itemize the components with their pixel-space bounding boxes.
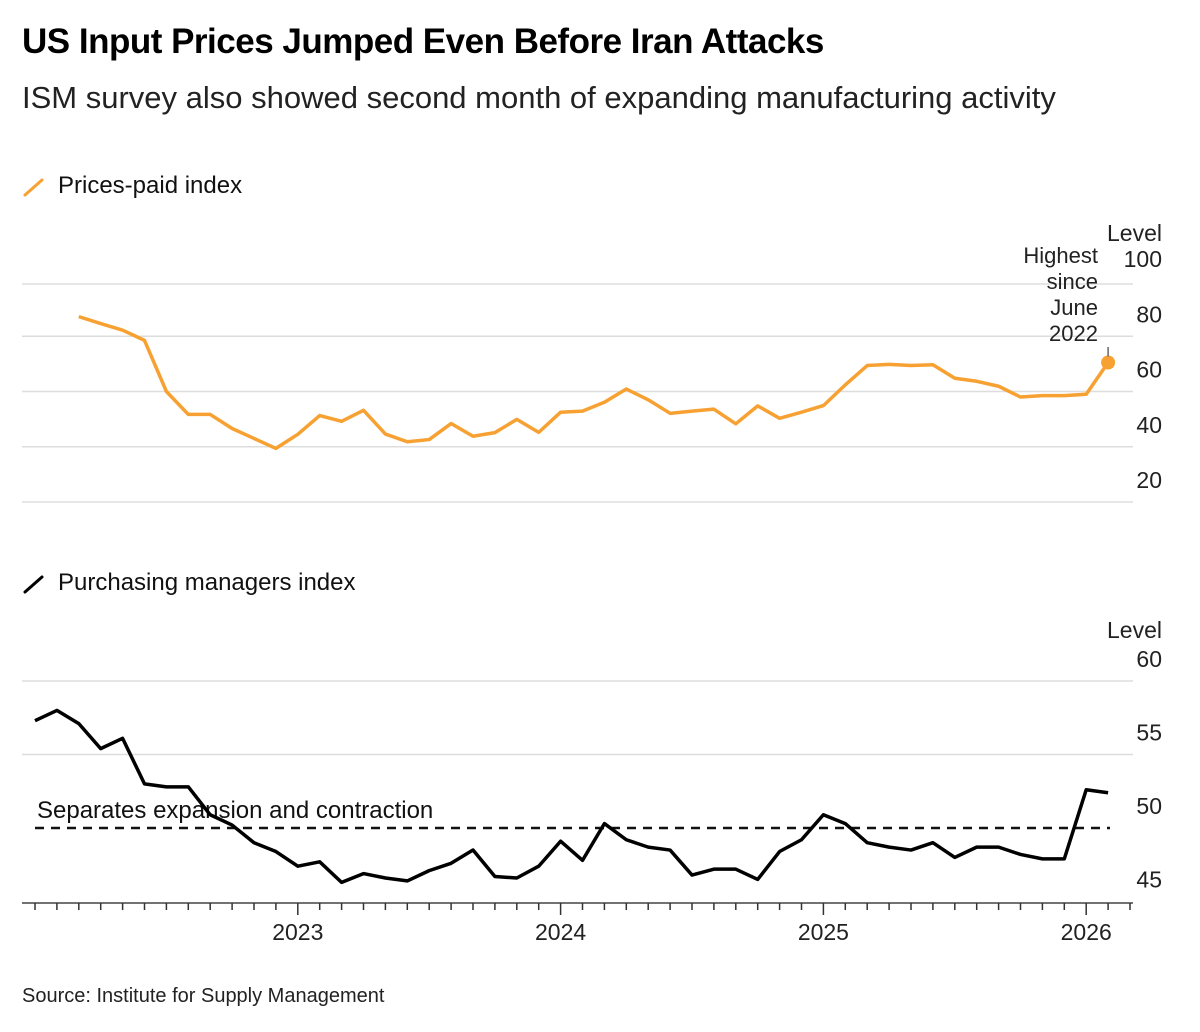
x-tick-label: 2025 — [798, 919, 849, 945]
pmi-ytick-label: 60 — [1136, 646, 1162, 672]
x-tick-label: 2023 — [272, 919, 323, 945]
chart-subtitle: ISM survey also showed second month of e… — [22, 80, 1056, 115]
pmi-reference-label: Separates expansion and contraction — [37, 797, 433, 824]
chart-title: US Input Prices Jumped Even Before Iran … — [22, 22, 824, 61]
pmi-series-line — [34, 708, 1109, 885]
prices-ytick-label: 100 — [1124, 246, 1162, 272]
x-tick-label: 2026 — [1061, 919, 1112, 945]
prices-ytick-label: 80 — [1136, 301, 1162, 327]
legend-prices-swatch — [23, 178, 44, 197]
legend-pmi-swatch — [23, 575, 44, 594]
prices-axis-title: Level — [1107, 220, 1162, 246]
prices-ytick-label: 40 — [1136, 412, 1162, 438]
x-tick-label: 2024 — [535, 919, 586, 945]
pmi-ytick-label: 45 — [1136, 867, 1162, 893]
prices-ytick-label: 60 — [1136, 357, 1162, 383]
pmi-ytick-label: 55 — [1136, 720, 1162, 746]
legend-prices: Prices-paid index — [22, 172, 242, 200]
prices-latest-point — [1101, 355, 1116, 370]
prices-annotation: Highest since June 2022 — [1023, 243, 1098, 346]
legend-prices-label: Prices-paid index — [58, 172, 243, 199]
prices-series-line — [78, 314, 1110, 451]
pmi-axis-title: Level — [1107, 617, 1162, 643]
legend-pmi: Purchasing managers index — [22, 569, 356, 597]
source-note: Source: Institute for Supply Management — [22, 985, 385, 1007]
pmi-ytick-label: 50 — [1136, 793, 1162, 819]
prices-ytick-label: 20 — [1136, 467, 1162, 493]
legend-pmi-label: Purchasing managers index — [58, 569, 356, 596]
